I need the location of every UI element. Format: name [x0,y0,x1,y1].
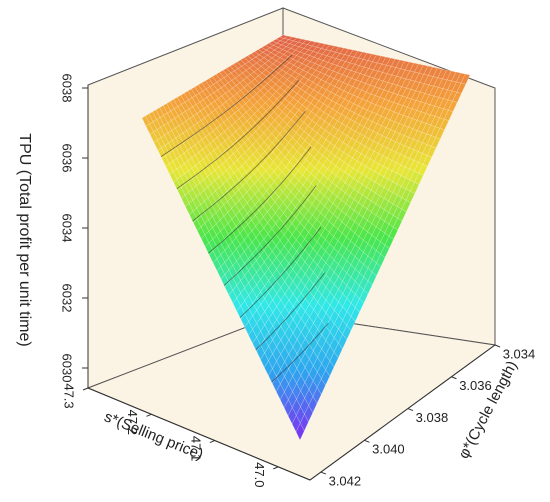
y-tick-mark [407,408,414,411]
x-tick-label: 47.3 [62,383,77,408]
contour-line [255,272,326,351]
x-tick-label: 47.0 [252,462,267,487]
z-tick-label: 6030 [60,354,75,383]
x-tick-mark [82,387,89,391]
contour-line [239,227,322,318]
y-tick-mark [320,471,327,475]
y-tick-label: 3.040 [372,442,405,457]
x-tick-label: 47.2 [125,410,140,435]
x-tick-mark [209,440,216,444]
z-tick-label: 6032 [60,284,75,313]
contour-line [223,185,317,286]
y-tick-mark [494,344,501,348]
y-tick-label: 3.038 [416,410,449,425]
y-axis-title: φ*(Cycle length) [455,358,521,461]
contour-line [271,322,329,383]
y-axis: 3.042 3.040 3.038 3.036 3.034 [309,344,536,488]
surface-cell [460,73,471,85]
y-tick-mark [451,376,457,380]
y-tick-label: 3.034 [503,346,536,361]
contour-line [176,79,300,190]
y-tick-label: 3.042 [329,473,362,488]
contour-line [192,110,306,222]
y-tick-mark [364,439,370,443]
z-tick-label: 6034 [60,214,75,243]
x-axis: 47.0 47.1 47.2 47.3 [62,383,311,488]
x-tick-mark [146,413,152,417]
z-axis-title: TPU (Total profit per unit time) [16,133,33,346]
x-tick-mark [273,466,279,470]
z-axis: 6030 6032 6034 6036 6038 [60,74,89,388]
x-tick-label: 47.1 [188,436,203,461]
contour-lines [160,54,329,383]
y-tick-label: 3.036 [459,378,492,393]
contour-line [208,146,312,254]
z-tick-label: 6036 [60,144,75,173]
z-tick-label: 6038 [60,74,75,103]
contour-line [160,54,293,157]
